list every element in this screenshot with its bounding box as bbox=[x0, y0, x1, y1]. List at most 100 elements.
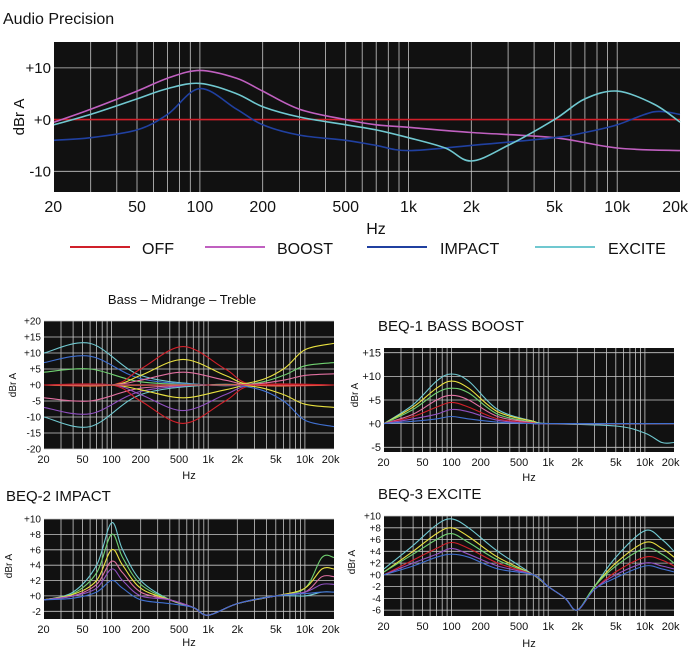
y-tick-label: -5 bbox=[371, 442, 381, 454]
x-tick-label: 5k bbox=[546, 199, 564, 216]
beq3-chart-series bbox=[383, 518, 675, 611]
y-tick-label: +6 bbox=[30, 545, 42, 556]
x-tick-label: 5k bbox=[270, 624, 282, 636]
x-tick-label: 500 bbox=[170, 454, 188, 466]
x-tick-label: 20 bbox=[37, 624, 49, 636]
y-tick-label: +0 bbox=[30, 591, 42, 602]
beq1-chart-grid bbox=[384, 348, 674, 452]
beq1-chart-xlabel: Hz bbox=[522, 472, 535, 484]
x-tick-label: 20k bbox=[662, 621, 680, 633]
x-tick-label: 500 bbox=[510, 457, 528, 469]
x-tick-label: 100 bbox=[102, 454, 120, 466]
y-tick-label: +10 bbox=[24, 349, 41, 360]
x-tick-label: 20 bbox=[37, 454, 49, 466]
x-tick-label: 500 bbox=[170, 624, 188, 636]
x-tick-label: 5k bbox=[610, 457, 622, 469]
series-line-boost bbox=[53, 69, 681, 152]
y-tick-label: +10 bbox=[364, 512, 381, 523]
beq1-chart-ylabel: dBr A bbox=[350, 382, 361, 407]
y-tick-label: -2 bbox=[372, 582, 381, 593]
series-line-6 bbox=[383, 553, 675, 611]
main-chart-legend: OFF BOOST IMPACT EXCITE bbox=[70, 241, 666, 258]
x-tick-label: 50 bbox=[128, 199, 146, 216]
beq3-chart-xlabel: Hz bbox=[522, 638, 535, 650]
x-tick-label: 500 bbox=[332, 199, 359, 216]
beq2-chart-y-ticks: +10 +8 +6 +4 +2 +0 -2 bbox=[24, 515, 41, 618]
x-tick-label: 500 bbox=[510, 621, 528, 633]
main-chart: Audio Precision dBr A +10+0-10 20 50 100 20… bbox=[3, 11, 689, 258]
legend-label-off: OFF bbox=[142, 241, 174, 258]
y-tick-label: +0 bbox=[368, 419, 381, 431]
y-tick-label: +15 bbox=[24, 333, 41, 344]
x-tick-label: 50 bbox=[416, 457, 428, 469]
y-tick-label: +5 bbox=[368, 395, 381, 407]
beq1-chart-series bbox=[383, 373, 675, 444]
bmt-chart-series bbox=[43, 342, 335, 428]
x-tick-label: 20 bbox=[377, 621, 389, 633]
y-tick-label: +20 bbox=[24, 317, 41, 328]
beq2-chart-series bbox=[43, 522, 335, 616]
beq3-chart-y-ticks: +10+8+6+4+2+0-2-4-6 bbox=[364, 512, 381, 617]
y-tick-label: +6 bbox=[370, 535, 382, 546]
y-tick-label: +15 bbox=[362, 348, 381, 360]
beq3-chart-title: BEQ-3 EXCITE bbox=[378, 486, 481, 503]
bmt-chart-ylabel: dBr A bbox=[8, 372, 19, 397]
bmt-chart: Bass – Midrange – Treble dBr A +20 +15 +10… bbox=[8, 292, 340, 482]
x-tick-label: 20 bbox=[377, 457, 389, 469]
x-tick-label: 2k bbox=[231, 624, 243, 636]
x-tick-label: 50 bbox=[76, 624, 88, 636]
beq2-chart-x-ticks: 20 50 100 200 500 1k 2k 5k 10k 20k bbox=[37, 624, 340, 636]
x-tick-label: 200 bbox=[472, 457, 490, 469]
x-tick-label: 5k bbox=[610, 621, 622, 633]
legend-label-excite: EXCITE bbox=[608, 241, 666, 258]
beq2-chart-xlabel: Hz bbox=[182, 637, 195, 649]
x-tick-label: 50 bbox=[76, 454, 88, 466]
beq1-chart-y-ticks: +15 +10 +5 +0 -5 bbox=[362, 348, 381, 455]
x-tick-label: 2k bbox=[571, 621, 583, 633]
x-tick-label: 20 bbox=[44, 199, 62, 216]
x-tick-label: 2k bbox=[463, 199, 481, 216]
y-tick-label: +0 bbox=[34, 112, 51, 129]
y-tick-label: +0 bbox=[30, 381, 42, 392]
y-tick-label: +10 bbox=[26, 60, 51, 77]
series-line-impact bbox=[53, 87, 681, 152]
x-tick-label: 200 bbox=[132, 624, 150, 636]
beq3-chart: BEQ-3 EXCITE dBr A +10+8+6+4+2+0-2-4-6 2… bbox=[347, 486, 680, 650]
x-tick-label: 10k bbox=[604, 199, 631, 216]
x-tick-label: 20k bbox=[322, 454, 340, 466]
series-line-6 bbox=[43, 579, 335, 616]
x-tick-label: 10k bbox=[636, 621, 654, 633]
beq2-chart: BEQ-2 IMPACT dBr A +10 +8 +6 +4 +2 +0 -2 20 50 1… bbox=[4, 488, 340, 649]
x-tick-label: 1k bbox=[542, 457, 554, 469]
x-tick-label: 1k bbox=[542, 621, 554, 633]
series-line-1 bbox=[383, 373, 675, 444]
x-tick-label: 100 bbox=[187, 199, 214, 216]
series-line-7 bbox=[383, 415, 674, 425]
x-tick-label: 10k bbox=[296, 454, 314, 466]
beq3-chart-x-ticks: 20 50 100 200 500 1k 2k 5k 10k 20k bbox=[377, 621, 680, 633]
y-tick-label: +8 bbox=[370, 523, 382, 534]
y-tick-label: +10 bbox=[362, 371, 381, 383]
x-tick-label: 200 bbox=[472, 621, 490, 633]
x-tick-label: 1k bbox=[400, 199, 418, 216]
y-tick-label: +4 bbox=[370, 547, 382, 558]
y-tick-label: +5 bbox=[30, 365, 42, 376]
x-tick-label: 100 bbox=[442, 457, 460, 469]
x-tick-label: 200 bbox=[132, 454, 150, 466]
beq1-chart: BEQ-1 BASS BOOST dBr A +15 +10 +5 +0 -5 20 50… bbox=[350, 318, 680, 484]
x-tick-label: 5k bbox=[270, 454, 282, 466]
legend-label-impact: IMPACT bbox=[440, 241, 499, 258]
y-tick-label: +2 bbox=[370, 559, 382, 570]
y-tick-label: -5 bbox=[32, 397, 41, 408]
main-chart-title: Audio Precision bbox=[3, 11, 114, 28]
y-tick-label: +2 bbox=[30, 576, 42, 587]
beq2-chart-ylabel: dBr A bbox=[4, 553, 15, 578]
beq2-chart-plot-area bbox=[44, 519, 334, 619]
x-tick-label: 20k bbox=[322, 624, 340, 636]
beq1-chart-x-ticks: 20 50 100 200 500 1k 2k 5k 10k 20k bbox=[377, 457, 680, 469]
x-tick-label: 200 bbox=[249, 199, 276, 216]
bmt-chart-x-ticks: 20 50 100 200 500 1k 2k 5k 10k 20k bbox=[37, 454, 340, 466]
x-tick-label: 2k bbox=[231, 454, 243, 466]
main-chart-x-ticks: 20 50 100 200 500 1k 2k 5k 10k 20k bbox=[44, 199, 689, 216]
